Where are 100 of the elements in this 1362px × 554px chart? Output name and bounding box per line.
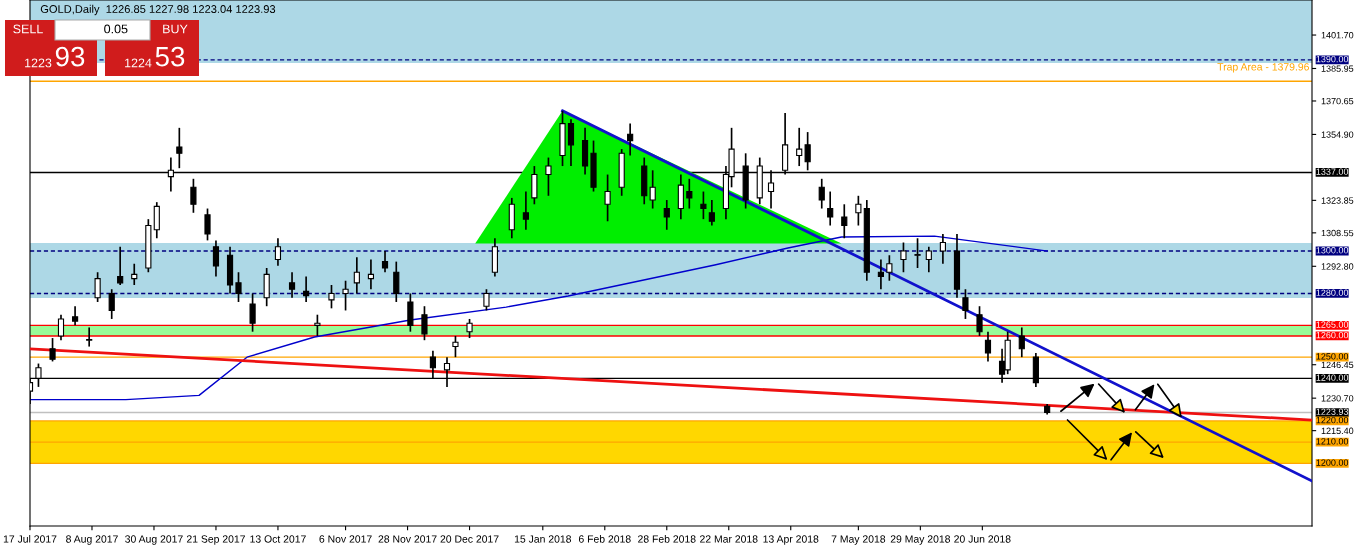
candlestick: [303, 275, 310, 303]
candlestick: [108, 288, 115, 320]
x-tick-label: 20 Jun 2018: [954, 535, 1011, 543]
ref-line-label: 1223.93: [1316, 408, 1349, 415]
ref-line-label: 1210.00: [1316, 438, 1349, 445]
candlestick: [328, 284, 335, 310]
candlestick: [57, 313, 65, 342]
candlestick: [407, 292, 414, 333]
candlestick: [274, 237, 282, 267]
x-tick-label: 13 Apr 2018: [763, 535, 819, 545]
x-tick-label: 6 Nov 2017: [319, 535, 372, 543]
candlestick: [353, 256, 360, 295]
candlestick: [841, 203, 848, 240]
candlestick: [263, 267, 270, 308]
candlestick: [649, 169, 656, 210]
candlestick: [877, 258, 885, 291]
candlestick: [421, 305, 428, 342]
candlestick: [677, 173, 684, 220]
candlestick: [190, 177, 197, 214]
annotation: 0.05: [104, 24, 128, 34]
x-tick-label: 20 Dec 2017: [440, 535, 499, 543]
ref-line-label: 1265.00: [1316, 321, 1349, 328]
x-tick-label: 6 Feb 2018: [578, 535, 631, 543]
candlestick: [452, 335, 459, 359]
ref-line-label: 1337.00: [1316, 168, 1349, 175]
candlestick: [827, 190, 834, 227]
candlestick: [314, 313, 321, 337]
candlestick: [204, 207, 211, 242]
y-tick-label: 1370.65: [1321, 97, 1354, 105]
x-tick-label: 15 Jan 2018: [514, 535, 572, 543]
candlestick: [212, 239, 220, 278]
candlestick: [545, 156, 552, 197]
annotation: 93: [55, 46, 85, 67]
candlestick: [1018, 326, 1025, 359]
y-tick-label: 1385.95: [1321, 65, 1354, 72]
ref-line-label: 1250.00: [1316, 353, 1349, 360]
y-tick-label: 1323.85: [1321, 197, 1354, 204]
ref-line-label: 1390.00: [1316, 55, 1349, 63]
candlestick: [900, 241, 907, 274]
x-tick-label: 29 May 2018: [890, 535, 951, 545]
candlestick: [117, 245, 124, 286]
candlestick: [531, 165, 538, 206]
annotation: SELL: [13, 24, 43, 34]
ref-line-label: 1260.00: [1316, 331, 1349, 339]
candlestick: [393, 260, 400, 303]
candlestick: [984, 330, 992, 363]
candlestick: [381, 250, 389, 274]
candlestick: [886, 254, 893, 282]
candlestick: [804, 131, 811, 172]
candlestick: [483, 288, 490, 312]
annotation: 1223: [25, 58, 52, 68]
candlestick: [288, 271, 296, 299]
annotation: BUY: [163, 24, 188, 34]
candlestick: [686, 177, 693, 210]
y-tick-label: 1215.40: [1321, 427, 1354, 435]
candlestick: [131, 262, 138, 286]
candlestick: [71, 305, 79, 327]
x-tick-label: 22 Mar 2018: [700, 535, 758, 543]
candlestick: [367, 258, 375, 291]
candlestick: [914, 237, 921, 269]
annotation: Trap Area - 1379.96: [1217, 63, 1309, 73]
candlestick: [176, 127, 183, 170]
candlestick: [796, 127, 803, 167]
candlestick: [663, 199, 670, 231]
x-tick-label: 17 Jul 2017: [3, 535, 57, 543]
line-series: [30, 235, 1048, 401]
candlestick: [49, 337, 56, 363]
candlestick: [94, 271, 101, 303]
x-tick-label: 8 Aug 2017: [66, 535, 118, 545]
x-tick-label: 30 Aug 2017: [125, 535, 183, 545]
candlestick: [855, 194, 862, 227]
x-tick-label: 21 Sep 2017: [186, 535, 245, 545]
x-tick-label: 13 Oct 2017: [250, 535, 306, 543]
x-tick-label: 28 Nov 2017: [378, 535, 437, 543]
candlestick: [522, 190, 529, 231]
candlestick: [342, 279, 349, 312]
candlestick: [604, 173, 611, 223]
candlestick: [235, 271, 242, 303]
candlestick: [925, 245, 932, 274]
x-tick-label: 28 Feb 2018: [638, 535, 696, 543]
y-tick-label: 1292.80: [1321, 263, 1354, 270]
ref-line-label: 1200.00: [1316, 459, 1349, 466]
candlestick: [466, 318, 473, 339]
ref-line-label: 1280.00: [1316, 289, 1349, 296]
annotation: 53: [155, 46, 185, 67]
ref-line-label: 1240.00: [1316, 374, 1349, 381]
ref-line-label: 1220.00: [1316, 416, 1349, 424]
candlestick: [700, 190, 707, 220]
candlestick: [153, 201, 160, 240]
candlestick: [962, 288, 969, 320]
candlestick: [567, 118, 575, 167]
candlestick: [86, 326, 93, 348]
y-tick-label: 1246.45: [1321, 361, 1354, 369]
chart-title: GOLD,Daily 1226.85 1227.98 1223.04 1223.93: [40, 4, 276, 16]
candlestick: [249, 292, 256, 333]
y-tick-label: 1401.70: [1321, 32, 1354, 39]
y-tick-label: 1308.55: [1321, 229, 1354, 237]
y-tick-label: 1230.70: [1321, 395, 1354, 402]
annotation: 1224: [125, 58, 152, 68]
x-tick-label: 7 May 2018: [831, 535, 886, 545]
